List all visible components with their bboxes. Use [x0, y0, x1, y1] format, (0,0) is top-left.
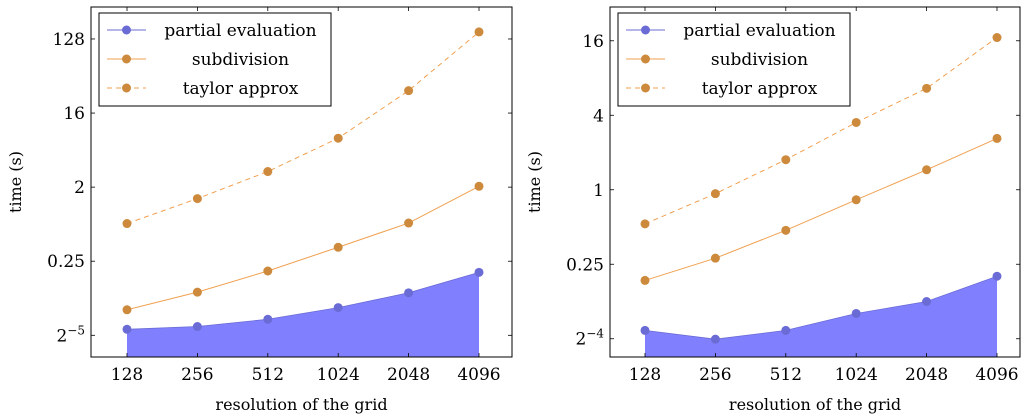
series-subdivision	[122, 181, 484, 315]
legend: partial evaluation subdivision taylor appr…	[98, 12, 332, 107]
data-point-128	[640, 325, 650, 335]
y-tick-label: 2−5	[56, 323, 85, 346]
data-point-512	[781, 225, 791, 235]
series-line	[644, 275, 998, 340]
data-point-512	[263, 266, 273, 276]
data-point-4096	[992, 271, 1002, 281]
x-tick-label: 256	[699, 365, 731, 385]
data-point-1024	[851, 195, 861, 205]
data-point-512	[263, 167, 273, 177]
y-tick-label: 4	[593, 106, 604, 126]
legend-marker	[641, 83, 650, 93]
data-point-128	[122, 324, 132, 334]
x-axis-label: resolution of the grid	[215, 395, 387, 414]
legend-marker	[122, 54, 131, 64]
data-point-128	[640, 219, 650, 229]
series-line	[644, 37, 998, 225]
y-tick-label: 2	[74, 178, 85, 198]
legend-marker	[122, 25, 131, 35]
data-point-512	[781, 155, 791, 165]
series-taylor-approx	[640, 33, 1002, 229]
legend-label: partial evaluation	[164, 21, 316, 41]
data-point-2048	[922, 83, 932, 93]
data-point-1024	[333, 303, 343, 313]
x-axis-label: resolution of the grid	[729, 395, 901, 414]
data-point-4096	[474, 27, 484, 37]
data-point-256	[192, 287, 202, 297]
data-point-4096	[474, 267, 484, 277]
data-point-128	[122, 305, 132, 315]
data-point-256	[192, 194, 202, 204]
chart-2: 2−4 0.25 1 4 16 128 256 512 1024 2048 4096 resoluti…	[525, 6, 1021, 414]
legend: partial evaluation subdivision taylor appr…	[617, 12, 851, 107]
axis-box	[609, 6, 1021, 358]
y-tick-label: 0.25	[47, 252, 85, 272]
legend-marker	[122, 83, 131, 93]
area-fill	[645, 276, 997, 357]
data-point-4096	[992, 33, 1002, 43]
x-tick-label: 2048	[387, 365, 430, 385]
data-point-256	[710, 189, 720, 199]
y-axis-label: time (s)	[525, 151, 544, 213]
legend-label: partial evaluation	[683, 21, 835, 41]
chart-1: 2−5 0.25 2 16 128 128 256 512 1024 2048 4096 resolu…	[6, 6, 513, 414]
data-point-512	[781, 325, 791, 335]
series-partial-evaluation	[640, 271, 1002, 357]
data-point-128	[640, 275, 650, 285]
legend-marker	[641, 25, 650, 35]
legend-label: taylor approx	[183, 79, 299, 99]
series-line	[126, 31, 480, 225]
data-point-2048	[404, 218, 414, 228]
data-point-1024	[333, 242, 343, 252]
data-point-1024	[851, 117, 861, 127]
legend-marker	[641, 54, 650, 64]
y-axis-label: time (s)	[6, 151, 25, 213]
data-point-4096	[474, 181, 484, 191]
data-point-2048	[404, 288, 414, 298]
series-line	[126, 271, 480, 330]
y-tick-label: 1	[593, 181, 604, 201]
x-tick-label: 128	[629, 365, 661, 385]
data-point-512	[263, 314, 273, 324]
data-point-1024	[333, 133, 343, 143]
data-point-2048	[922, 297, 932, 307]
y-tick-label: 16	[582, 32, 604, 52]
area-fill	[127, 272, 479, 357]
x-tick-label: 256	[181, 365, 213, 385]
series-line	[644, 137, 998, 281]
y-tick-label: 128	[53, 30, 85, 50]
x-tick-label: 4096	[457, 365, 500, 385]
series-line	[126, 185, 480, 311]
series-subdivision	[640, 133, 1002, 285]
x-tick-label: 4096	[975, 365, 1018, 385]
x-tick-label: 1024	[835, 365, 878, 385]
x-tick-label: 512	[770, 365, 802, 385]
data-point-256	[192, 322, 202, 332]
data-point-2048	[404, 86, 414, 96]
x-tick-label: 2048	[905, 365, 948, 385]
data-point-256	[710, 253, 720, 263]
data-point-256	[710, 334, 720, 344]
y-tick-label: 16	[63, 104, 85, 124]
data-point-128	[122, 219, 132, 229]
y-tick-label: 0.25	[566, 255, 604, 275]
data-point-2048	[922, 165, 932, 175]
legend-label: taylor approx	[702, 79, 818, 99]
series-taylor-approx	[122, 27, 484, 229]
legend-label: subdivision	[711, 50, 808, 70]
x-tick-label: 1024	[317, 365, 360, 385]
series-partial-evaluation	[122, 267, 484, 357]
axis-box	[90, 6, 513, 358]
x-tick-label: 512	[252, 365, 284, 385]
legend-label: subdivision	[192, 50, 289, 70]
data-point-4096	[992, 133, 1002, 143]
data-point-1024	[851, 308, 861, 318]
y-tick-label: 2−4	[575, 327, 604, 350]
x-tick-label: 128	[111, 365, 143, 385]
